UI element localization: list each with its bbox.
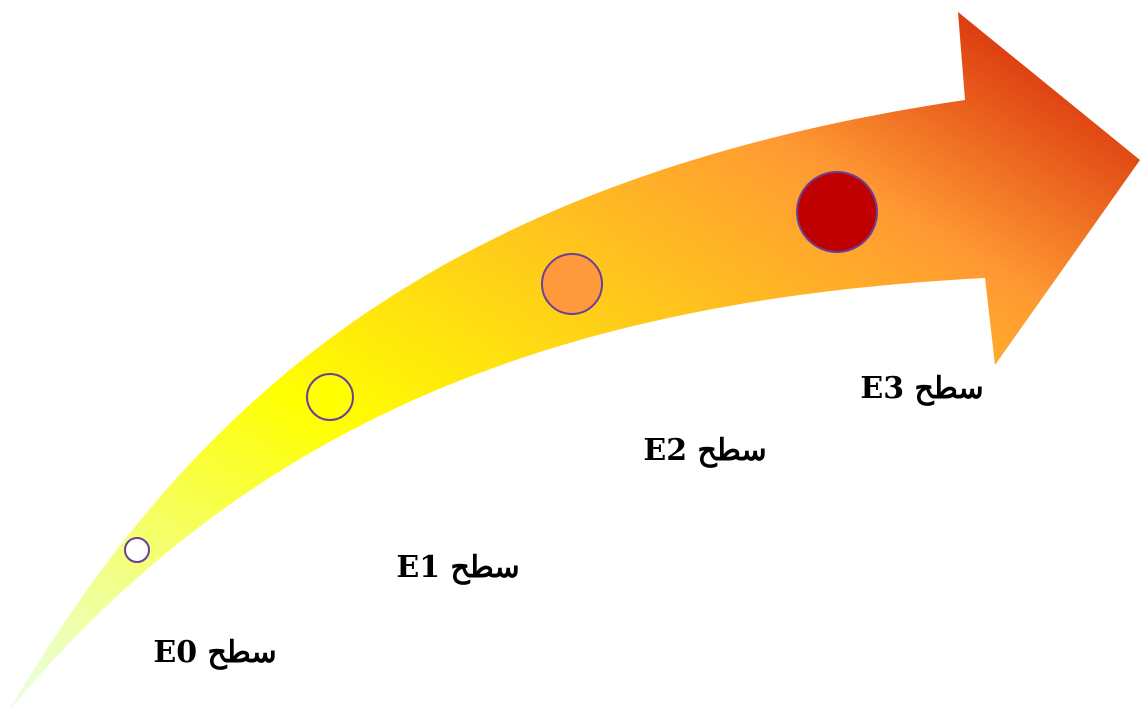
level-e1-marker [306,373,354,421]
level-e0-label: سطح E0 [153,635,276,670]
level-e3-marker [796,171,878,253]
level-e0-marker [124,537,150,563]
level-e3-label: سطح E3 [860,371,983,406]
curved-arrow [8,12,1140,712]
level-e2-label: سطح E2 [643,433,766,468]
level-e2-marker [541,253,603,315]
level-e1-label: سطح E1 [396,550,519,585]
